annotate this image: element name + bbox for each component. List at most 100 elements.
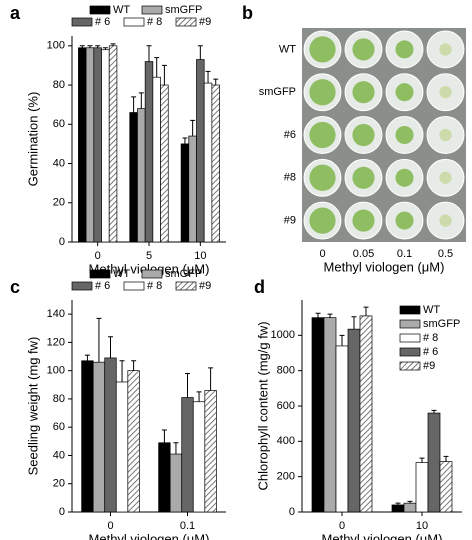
seedlings (309, 79, 336, 106)
error-bar (197, 45, 203, 60)
seedlings (439, 214, 452, 227)
error-bar (131, 360, 137, 371)
seedlings (352, 166, 375, 189)
legend-label: WT (423, 304, 440, 316)
row-label: #6 (284, 129, 296, 141)
y-tick-label: 200 (277, 471, 295, 483)
error-bar (208, 367, 214, 391)
seedlings (309, 207, 336, 234)
error-bar (213, 78, 219, 86)
seedlings (352, 38, 375, 61)
error-bar (363, 306, 369, 316)
y-tick-label: 120 (47, 336, 65, 348)
y-tick-label: 60 (53, 421, 65, 433)
legend-label: # 8 (423, 332, 438, 344)
y-tick-label: 0 (59, 236, 65, 248)
legend-swatch (123, 281, 145, 291)
error-bar (395, 502, 401, 505)
legend-label: # 6 (423, 346, 438, 358)
error-bar (79, 45, 85, 48)
error-bar (161, 64, 167, 86)
bar (137, 108, 146, 243)
bar (211, 84, 220, 243)
bar (439, 461, 453, 513)
error-bar (96, 317, 102, 363)
legend-swatch (399, 347, 421, 357)
x-axis-label: Methyl viologen (μM) (324, 259, 445, 274)
legend-label: # 8 (147, 16, 162, 28)
y-tick-label: 20 (53, 478, 65, 490)
bar (127, 370, 140, 513)
error-bar (419, 457, 425, 463)
y-tick-label: 100 (47, 40, 65, 52)
bar (160, 84, 169, 243)
bar (311, 317, 325, 513)
bar (196, 59, 205, 243)
row-label: #9 (284, 215, 296, 227)
error-bar (407, 500, 413, 504)
bar (359, 315, 373, 513)
bar (181, 397, 194, 513)
legend-swatch (71, 281, 93, 291)
x-tick-label: 0 (319, 248, 325, 260)
y-tick-label: 40 (53, 157, 65, 169)
bar (158, 442, 171, 513)
row-label: smGFP (259, 86, 296, 98)
y-tick-label: 800 (277, 365, 295, 377)
y-tick-label: 40 (53, 449, 65, 461)
panel-label: a (10, 3, 21, 23)
y-axis-label: Chlorophyll content (mg/g fw) (255, 321, 270, 490)
error-bar (431, 409, 437, 414)
y-tick-label: 80 (53, 79, 65, 91)
y-axis-label: Germination (%) (25, 92, 40, 187)
error-bar (138, 92, 144, 109)
legend-label: WT (113, 4, 130, 16)
bar (144, 61, 154, 243)
bar (152, 76, 161, 243)
legend-swatch (399, 333, 421, 343)
seedlings (439, 86, 452, 99)
bar (78, 47, 87, 243)
error-bar (351, 316, 357, 330)
bar (403, 502, 417, 513)
bar (169, 453, 183, 513)
bar (92, 361, 106, 513)
y-tick-label: 0 (289, 506, 295, 518)
legend-swatch (399, 319, 421, 329)
y-tick-label: 60 (53, 118, 65, 130)
panel-label: d (254, 277, 265, 297)
seedlings (439, 171, 452, 184)
legend-label: smGFP (165, 4, 202, 16)
bar (204, 390, 217, 513)
x-tick-label: 0.1 (180, 520, 195, 532)
y-tick-label: 400 (277, 435, 295, 447)
legend-label: # 8 (147, 280, 162, 292)
legend-swatch (175, 17, 197, 27)
y-tick-label: 80 (53, 393, 65, 405)
legend-label: # 6 (95, 280, 110, 292)
bar (415, 462, 429, 513)
y-tick-label: 100 (47, 365, 65, 377)
bar (427, 412, 441, 513)
error-bar (108, 336, 113, 358)
error-bar (315, 312, 321, 318)
legend-swatch (175, 281, 197, 291)
error-bar (102, 47, 108, 50)
x-axis-label: Methyl viologen (μM) (322, 531, 443, 540)
panel-label: b (242, 3, 253, 23)
x-tick-label: 0.05 (353, 248, 374, 260)
seedlings (395, 211, 414, 230)
legend-label: WT (113, 268, 130, 280)
legend-swatch (89, 5, 111, 15)
x-tick-label: 0 (339, 520, 345, 532)
error-bar (205, 70, 211, 84)
x-axis-label: Methyl viologen (μM) (89, 531, 210, 540)
x-tick-label: 0 (95, 250, 101, 262)
bar (115, 381, 129, 513)
seedlings (309, 36, 336, 63)
x-tick-label: 0.1 (397, 248, 412, 260)
legend-label: #9 (423, 360, 435, 372)
x-tick-label: 0 (107, 520, 113, 532)
seedlings (439, 43, 452, 56)
